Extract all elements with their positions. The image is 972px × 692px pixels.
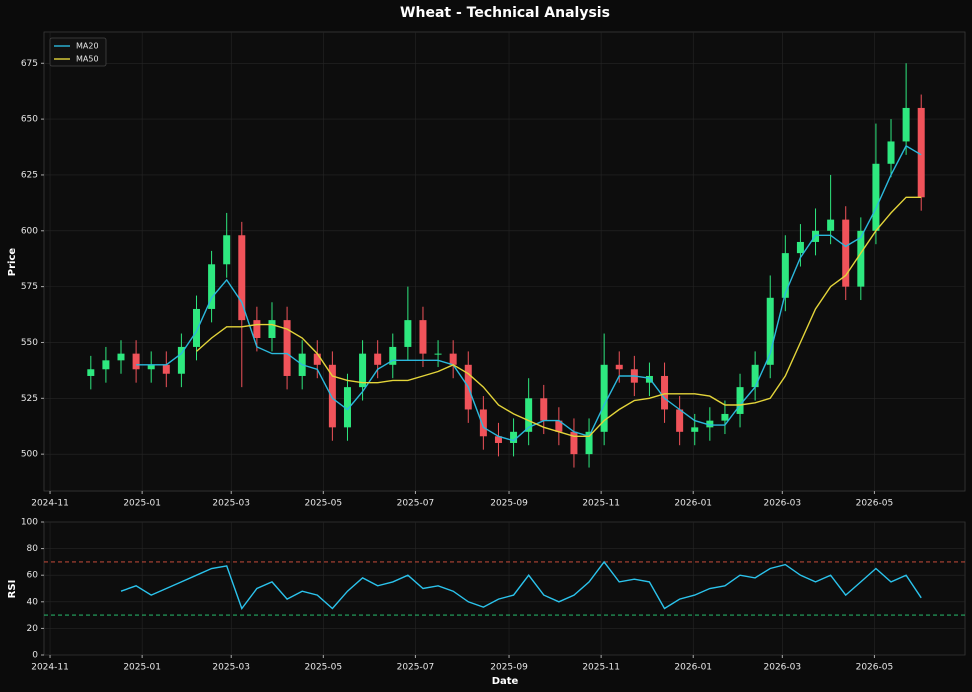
candle-body <box>419 320 427 354</box>
y-tick-label: 600 <box>21 226 38 236</box>
y-tick-label: 100 <box>21 518 38 528</box>
y-tick-label: 550 <box>21 338 38 348</box>
candle-body <box>661 375 669 410</box>
candle-body <box>374 353 382 365</box>
candle-body <box>525 398 533 432</box>
x-tick-label: 2025-07 <box>397 499 435 509</box>
candle-body <box>359 353 367 388</box>
candle-body <box>676 409 684 432</box>
candle-body <box>691 427 699 432</box>
candle-body <box>253 320 261 338</box>
candle-body <box>192 308 200 347</box>
candle-body <box>570 431 578 455</box>
candle-body <box>102 360 110 370</box>
candle-body <box>117 353 125 361</box>
y-tick-label: 575 <box>21 282 38 292</box>
candle-body <box>540 398 548 421</box>
x-tick-label: 2025-03 <box>212 663 250 673</box>
candle-body <box>343 387 351 428</box>
y-tick-label: 40 <box>27 597 39 607</box>
candle-body <box>162 364 170 374</box>
x-tick-label: 2025-09 <box>490 663 528 673</box>
candle-body <box>404 320 412 347</box>
candle-body <box>449 353 457 365</box>
legend-label: MA50 <box>76 55 99 64</box>
candle-body <box>902 107 910 142</box>
candle-body <box>328 364 336 428</box>
candle-body <box>283 320 291 376</box>
x-tick-label: 2025-05 <box>305 663 343 673</box>
y-tick-label: 525 <box>21 394 38 404</box>
candle-body <box>736 387 744 414</box>
candle-body <box>494 436 502 443</box>
candle-body <box>887 141 895 164</box>
x-tick-label: 2024-11 <box>31 499 69 509</box>
x-tick-label: 2025-01 <box>123 499 161 509</box>
candle-body <box>177 346 185 374</box>
y-tick-label: 60 <box>27 571 39 581</box>
x-tick-label: 2025-07 <box>397 663 435 673</box>
candle-body <box>827 219 835 231</box>
candle-body <box>434 353 442 355</box>
plot-area <box>43 521 966 656</box>
y-tick-label: 0 <box>32 651 38 661</box>
x-tick-label: 2026-05 <box>856 499 894 509</box>
legend-label: MA20 <box>76 42 99 51</box>
candle-body <box>857 230 865 287</box>
candle-body <box>555 420 563 432</box>
candle-body <box>796 241 804 254</box>
candle-body <box>87 369 95 376</box>
line-series <box>196 196 922 437</box>
candle-body <box>238 235 246 321</box>
candle-body <box>479 409 487 437</box>
x-tick-label: 2026-03 <box>764 663 802 673</box>
x-tick-label: 2025-09 <box>490 499 528 509</box>
y-tick-label: 20 <box>27 624 39 634</box>
candle-body <box>313 353 321 365</box>
candle-body <box>766 297 774 365</box>
x-tick-label: 2024-11 <box>31 663 69 673</box>
x-axis-label: Date <box>492 676 519 687</box>
y-axis-label: Price <box>7 248 18 277</box>
candle-body <box>208 264 216 309</box>
y-tick-label: 625 <box>21 170 38 180</box>
y-tick-label: 650 <box>21 115 38 125</box>
x-tick-label: 2025-11 <box>582 499 620 509</box>
candle-body <box>389 346 397 365</box>
candle-body <box>615 364 623 370</box>
x-tick-label: 2025-05 <box>305 499 343 509</box>
candle-body <box>585 431 593 455</box>
x-tick-label: 2026-05 <box>856 663 894 673</box>
x-tick-label: 2026-01 <box>674 499 712 509</box>
line-series <box>120 560 922 610</box>
x-tick-label: 2025-03 <box>212 499 250 509</box>
candle-body <box>510 431 518 443</box>
y-tick-label: 80 <box>27 544 39 554</box>
y-axis-label: RSI <box>7 580 18 599</box>
candle-body <box>223 235 231 265</box>
y-tick-label: 500 <box>21 450 38 460</box>
candle-body <box>917 107 925 198</box>
x-tick-label: 2025-11 <box>582 663 620 673</box>
candle-body <box>132 353 140 370</box>
candle-body <box>781 253 789 298</box>
candle-body <box>751 364 759 388</box>
y-tick-label: 675 <box>21 59 38 69</box>
candle-body <box>268 320 276 338</box>
candle-body <box>706 420 714 428</box>
candle-body <box>600 364 608 432</box>
plot-area <box>43 31 966 492</box>
candle-body <box>872 163 880 231</box>
line-series <box>136 144 922 442</box>
x-tick-label: 2026-01 <box>674 663 712 673</box>
candle-body <box>147 364 155 370</box>
x-tick-label: 2025-01 <box>123 663 161 673</box>
candle-body <box>721 413 729 421</box>
x-tick-label: 2026-03 <box>764 499 802 509</box>
candle-body <box>842 219 850 287</box>
chart-title: Wheat - Technical Analysis <box>400 5 610 21</box>
